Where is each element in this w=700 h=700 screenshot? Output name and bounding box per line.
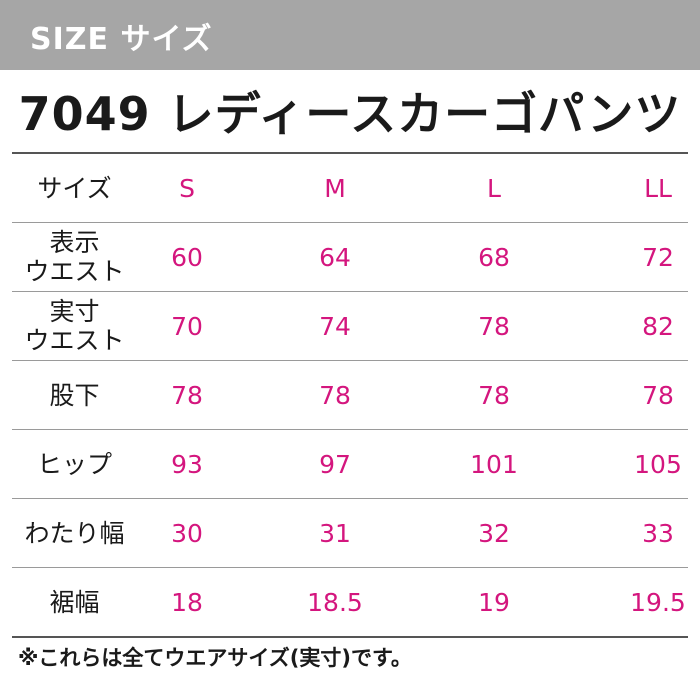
table-row-hip: ヒップ 93 97 101 105 xyxy=(12,429,688,498)
product-title: 7049 レディースカーゴパンツ xyxy=(18,87,682,141)
table-row-hem-width: 裾幅 18 18.5 19 19.5 xyxy=(12,567,688,638)
table-cell: 31 xyxy=(319,518,351,548)
row-label: 表示 ウエスト xyxy=(24,228,125,286)
table-cell: 78 xyxy=(642,380,674,410)
table-cell: 70 xyxy=(171,311,203,341)
row-label: わたり幅 xyxy=(24,518,125,548)
table-cell: LL xyxy=(644,173,672,203)
table-cell: M xyxy=(324,173,346,203)
table-cell: 105 xyxy=(634,449,682,479)
table-cell: 78 xyxy=(319,380,351,410)
table-cell: 19 xyxy=(478,587,510,617)
table-cell: 18 xyxy=(171,587,203,617)
footnote: ※これらは全てウエアサイズ(実寸)です。 xyxy=(18,646,412,670)
row-label: 裾幅 xyxy=(49,587,100,617)
table-cell: 19.5 xyxy=(630,587,686,617)
table-cell: 93 xyxy=(171,449,203,479)
table-cell: 30 xyxy=(171,518,203,548)
row-label: 股下 xyxy=(49,380,100,410)
row-label: サイズ xyxy=(37,173,112,203)
table-cell: 74 xyxy=(319,311,351,341)
table-cell: 33 xyxy=(642,518,674,548)
table-cell: L xyxy=(487,173,501,203)
table-cell: 78 xyxy=(171,380,203,410)
row-label: ヒップ xyxy=(36,449,112,479)
table-cell: 78 xyxy=(478,311,510,341)
section-header: SIZE サイズ xyxy=(0,0,700,70)
section-header-label: SIZE サイズ xyxy=(30,22,213,57)
table-row-size: サイズ S M L LL xyxy=(12,152,688,222)
table-cell: 82 xyxy=(642,311,674,341)
size-table: サイズ S M L LL 表示 ウエスト 60 64 68 72 実寸 ウエスト… xyxy=(12,152,688,638)
table-cell: S xyxy=(179,173,195,203)
table-cell: 101 xyxy=(470,449,518,479)
table-cell: 18.5 xyxy=(307,587,363,617)
table-cell: 60 xyxy=(171,242,203,272)
table-row-display-waist: 表示 ウエスト 60 64 68 72 xyxy=(12,222,688,291)
table-row-thigh-width: わたり幅 30 31 32 33 xyxy=(12,498,688,567)
table-cell: 64 xyxy=(319,242,351,272)
table-row-actual-waist: 実寸 ウエスト 70 74 78 82 xyxy=(12,291,688,360)
table-cell: 32 xyxy=(478,518,510,548)
table-cell: 72 xyxy=(642,242,674,272)
table-cell: 68 xyxy=(478,242,510,272)
table-cell: 97 xyxy=(319,449,351,479)
row-label: 実寸 ウエスト xyxy=(24,297,125,355)
table-row-inseam: 股下 78 78 78 78 xyxy=(12,360,688,429)
table-cell: 78 xyxy=(478,380,510,410)
